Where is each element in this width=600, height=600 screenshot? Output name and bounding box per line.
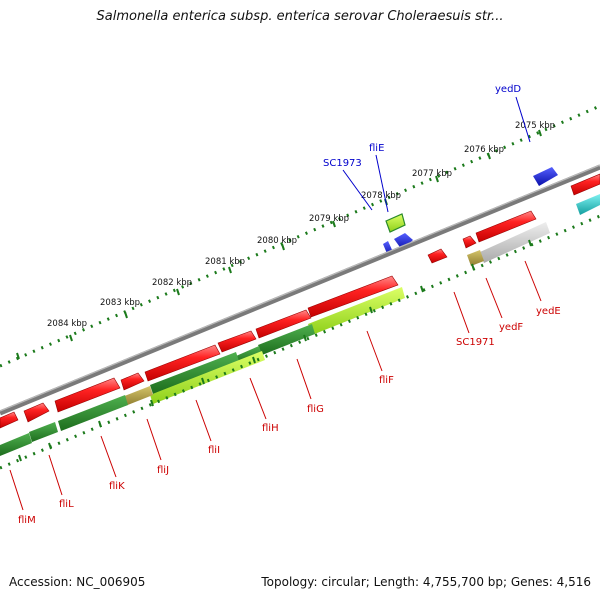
gene-arrow[interactable] — [120, 372, 145, 391]
gene-arrow[interactable] — [427, 248, 448, 264]
gene-label-flih[interactable]: fliH — [262, 423, 279, 434]
gene-label-flie[interactable]: fliE — [369, 143, 384, 154]
outer-tick-ring — [0, 104, 600, 368]
scale-label: 2077 kbp — [412, 169, 452, 179]
gene-label-flif[interactable]: fliF — [379, 375, 394, 386]
cds-dark[interactable] — [58, 395, 128, 431]
gene-arrow[interactable] — [307, 275, 399, 318]
gene-arrow[interactable] — [533, 167, 558, 186]
forward-red-genes — [0, 173, 600, 429]
scale-label: 2081 kbp — [205, 257, 245, 267]
gene-arrow[interactable] — [570, 173, 600, 196]
cyan-feature[interactable] — [576, 194, 600, 215]
scale-label: 2084 kbp — [47, 319, 87, 329]
gene-label-yedd[interactable]: yedD — [495, 84, 521, 95]
gene-arrow[interactable] — [144, 344, 221, 382]
olive-feature[interactable] — [467, 250, 484, 266]
gene-label-yede[interactable]: yedE — [536, 306, 561, 317]
cds-dark[interactable] — [29, 422, 58, 442]
gene-arrow[interactable] — [462, 235, 477, 249]
genome-summary-text: Topology: circular; Length: 4,755,700 bp… — [261, 575, 591, 589]
genome-backbone[interactable] — [0, 164, 600, 416]
gene-label-flii[interactable]: fliI — [208, 445, 220, 456]
cds-dark[interactable] — [0, 433, 32, 456]
feature-track — [0, 194, 600, 456]
scale-labels: 2075 kbp 2076 kbp 2077 kbp 2078 kbp 2079… — [47, 121, 555, 329]
map-title: Salmonella enterica subsp. enterica sero… — [96, 9, 504, 24]
leader-lines-reverse — [9, 260, 542, 511]
green-feature[interactable] — [385, 213, 406, 233]
gene-label-flim[interactable]: fliM — [18, 515, 36, 526]
scale-label: 2078 kbp — [361, 191, 401, 201]
gene-label-sc1973[interactable]: SC1973 — [323, 158, 362, 169]
scale-label: 2075 kbp — [515, 121, 555, 131]
cds-olive[interactable] — [122, 386, 153, 406]
scale-label: 2082 kbp — [152, 278, 192, 288]
gene-labels-reverse: fliM fliL fliK fliJ fliI fliH fliG fliF … — [18, 306, 561, 526]
gene-arrow[interactable] — [217, 330, 257, 353]
gene-arrow[interactable] — [54, 377, 121, 413]
cds-light[interactable] — [308, 287, 405, 335]
cds-dark[interactable] — [150, 352, 239, 394]
gene-arrow[interactable] — [0, 411, 19, 429]
scale-label: 2080 kbp — [257, 236, 297, 246]
leader-lines-forward — [342, 96, 531, 213]
inner-major-ticks — [18, 239, 532, 462]
gene-label-flig[interactable]: fliG — [307, 404, 324, 415]
scale-label: 2079 kbp — [309, 214, 349, 224]
gene-label-yedf[interactable]: yedF — [499, 322, 523, 333]
gene-label-flil[interactable]: fliL — [59, 499, 74, 510]
gene-arrow[interactable] — [23, 402, 50, 423]
gene-arrow[interactable] — [475, 210, 537, 243]
cds-light[interactable] — [150, 351, 265, 404]
gray-feature[interactable] — [480, 222, 550, 263]
gene-label-flik[interactable]: fliK — [109, 481, 125, 492]
gene-label-sc1971[interactable]: SC1971 — [456, 337, 495, 348]
gene-arrow[interactable] — [255, 309, 312, 339]
gene-labels-forward: SC1973 fliE yedD — [323, 84, 521, 169]
accession-text: Accession: NC_006905 — [9, 575, 146, 589]
inner-tick-ring — [0, 214, 600, 470]
scale-label: 2083 kbp — [100, 298, 140, 308]
gene-arrow[interactable] — [394, 233, 413, 250]
scale-label: 2076 kbp — [464, 145, 504, 155]
gene-label-flij[interactable]: fliJ — [157, 465, 169, 476]
cds-dark[interactable] — [258, 324, 315, 355]
